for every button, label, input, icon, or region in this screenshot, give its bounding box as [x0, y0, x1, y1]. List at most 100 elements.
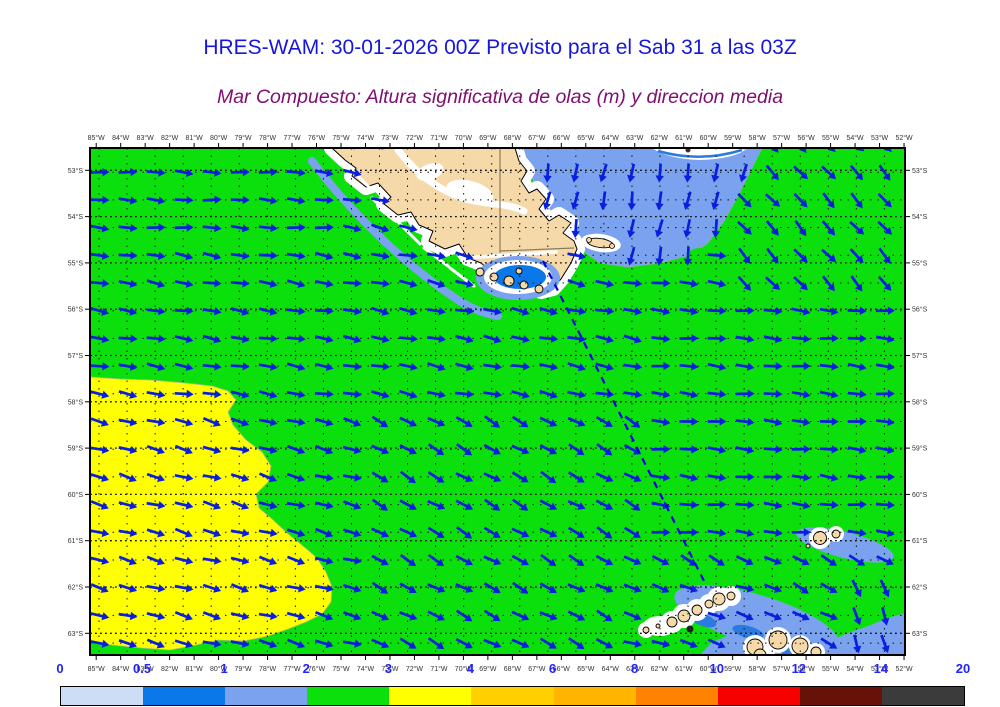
- wave-arrow: [258, 583, 274, 591]
- wave-arrow-head: [101, 639, 110, 648]
- wave-arrow: [286, 611, 302, 619]
- wave-arrow: [763, 501, 778, 508]
- wave-arrow: [511, 363, 526, 368]
- wave-arrow: [763, 308, 778, 313]
- wave-arrow: [623, 280, 638, 285]
- inner-bay: [446, 179, 494, 205]
- wave-arrow-head: [719, 251, 727, 260]
- wave-arrow: [539, 362, 554, 369]
- wave-arrow: [230, 583, 245, 592]
- wave-arrow-head: [773, 612, 782, 621]
- wave-arrow: [342, 308, 358, 313]
- wave-arrow-head: [325, 418, 334, 427]
- wave-arrow-head: [827, 148, 836, 153]
- wave-arrow-head: [747, 472, 755, 482]
- wave-arrow-head: [548, 502, 558, 510]
- wave-arrow: [595, 472, 610, 481]
- wave-arrow-head: [241, 528, 250, 538]
- wave-arrow: [118, 501, 133, 508]
- colorbar-segment: [717, 687, 800, 705]
- wave-arrow: [539, 143, 553, 146]
- wave-arrow: [791, 418, 806, 424]
- wave-arrow: [651, 307, 666, 314]
- wave-arrow-head: [634, 307, 643, 316]
- wave-arrow: [567, 500, 582, 509]
- wave-arrow: [820, 637, 834, 648]
- wave-arrow: [707, 362, 722, 369]
- wave-arrow: [903, 363, 905, 367]
- wave-arrow: [819, 363, 835, 369]
- wave-arrow-head: [157, 280, 166, 289]
- wave-arrow: [623, 472, 638, 481]
- lon-tick-label: 79°W: [234, 665, 252, 673]
- lon-tick-label: 52°W: [895, 134, 913, 142]
- wave-arrow: [342, 251, 358, 259]
- wave-arrow-head: [577, 280, 586, 289]
- wave-arrow: [791, 501, 807, 508]
- wave-arrow: [539, 444, 554, 453]
- wave-arrow: [174, 198, 189, 202]
- wave-arrow: [821, 220, 833, 233]
- wave-arrow: [539, 637, 554, 648]
- wave-arrow: [455, 279, 470, 286]
- wave-arrow-head: [494, 390, 503, 399]
- wave-arrow-head: [409, 529, 418, 538]
- wave-arrow: [343, 500, 358, 508]
- wave-arrow-head: [711, 230, 721, 239]
- wave-arrow: [342, 224, 358, 231]
- wave-arrow: [398, 279, 414, 286]
- wave-arrow: [539, 389, 554, 397]
- wave-arrow: [146, 336, 161, 341]
- page-title: HRES-WAM: 30-01-2026 00Z Previsto para e…: [203, 36, 797, 59]
- wave-arrow-head: [297, 280, 306, 289]
- wave-arrow-head: [803, 473, 811, 482]
- wave-arrow-head: [577, 613, 586, 621]
- wave-arrow-head: [269, 584, 278, 593]
- wave-arrow: [371, 415, 385, 426]
- wave-arrow: [903, 529, 905, 533]
- wave-arrow-head: [859, 417, 867, 426]
- wave-arrow-head: [241, 334, 250, 344]
- wave-arrow-head: [102, 167, 110, 177]
- wave-arrow: [735, 363, 750, 369]
- wave-arrow-head: [158, 168, 166, 177]
- wave-arrow-head: [771, 172, 779, 181]
- wave-arrow: [567, 252, 582, 258]
- wave-arrow: [819, 473, 835, 480]
- colorbar-tick-label: 14: [873, 661, 889, 676]
- wave-arrow-head: [739, 174, 748, 183]
- colorbar-segment: [389, 687, 472, 705]
- wave-arrow: [342, 363, 358, 369]
- wave-arrow-head: [915, 390, 922, 398]
- wave-arrow-head: [577, 363, 586, 372]
- wave-arrow-head: [410, 251, 419, 260]
- wave-arrow-head: [353, 224, 362, 233]
- wave-arrow: [371, 471, 385, 481]
- lon-tick-label: 74°W: [357, 665, 375, 673]
- wave-arrow: [483, 526, 498, 537]
- wave-arrow-head: [829, 585, 838, 594]
- wave-arrow: [202, 640, 217, 646]
- lon-tick-label: 75°W: [332, 665, 350, 673]
- wave-arrow-head: [774, 418, 783, 427]
- wave-arrow-head: [887, 472, 895, 482]
- wave-arrow-head: [269, 418, 278, 427]
- wave-arrow: [118, 639, 133, 647]
- wave-arrow-head: [803, 444, 811, 454]
- wave-arrow-head: [916, 362, 923, 370]
- colorbar-segment: [143, 687, 226, 705]
- lon-tick-label: 82°W: [161, 134, 179, 142]
- wave-arrow-head: [297, 474, 306, 483]
- wave-arrow: [314, 501, 330, 508]
- wave-arrow-head: [549, 307, 558, 316]
- wave-arrow: [853, 634, 859, 649]
- wave-arrow: [707, 474, 722, 480]
- lat-tick-label: 58°S: [912, 398, 928, 406]
- wave-arrow-head: [410, 334, 419, 343]
- wave-arrow: [821, 248, 834, 260]
- wave-arrow: [371, 223, 386, 231]
- wave-arrow: [146, 390, 161, 397]
- wave-arrow: [595, 583, 610, 592]
- wave-arrow-head: [297, 446, 306, 455]
- wave-arrow-head: [157, 584, 166, 593]
